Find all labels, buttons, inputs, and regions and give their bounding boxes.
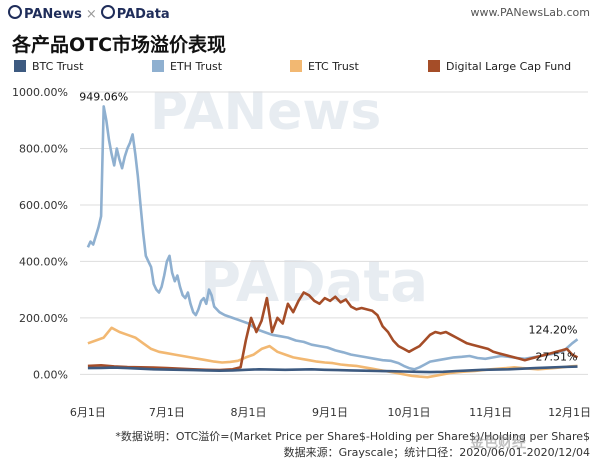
- series-line-eth: [86, 105, 579, 371]
- footnote-source: 数据来源：Grayscale；统计口径：2020/06/01-2020/12/0…: [283, 446, 590, 459]
- label-layer: 0.00% 200.00% 400.00% 600.00% 800.00% 1000.00…: [12, 86, 591, 419]
- footnote-definition: *数据说明：OTC溢价=(Market Price per Share$-Hol…: [115, 430, 590, 443]
- y-tick-label: 200.00%: [19, 312, 68, 325]
- x-tick-label: 6月1日: [70, 406, 106, 419]
- site-url: www.PANewsLab.com: [470, 6, 591, 19]
- legend-swatch-btc: [14, 60, 26, 72]
- series-line-btc: [87, 365, 578, 374]
- legend-label-btc: BTC Trust: [32, 60, 84, 73]
- x-tick-label: 12月1日: [548, 406, 591, 419]
- legend-item-btc: BTC Trust: [14, 60, 83, 73]
- brand-separator: ×: [85, 7, 97, 22]
- chart-title: 各产品OTC市场溢价表现: [12, 34, 227, 56]
- x-tick-label: 8月1日: [230, 406, 266, 419]
- grid-layer: [80, 91, 588, 375]
- y-tick-label: 1000.00%: [12, 86, 68, 99]
- legend-item-etc: ETC Trust: [290, 60, 359, 73]
- padata-logo-icon: [100, 5, 115, 19]
- x-tick-label: 11月1日: [469, 406, 512, 419]
- y-tick-label: 600.00%: [19, 199, 68, 212]
- legend-swatch-dlc: [428, 60, 440, 72]
- header-bar: PANews × PAData www.PANewsLab.com: [0, 0, 600, 26]
- legend-swatch-etc: [290, 60, 302, 72]
- watermark-jinse: 金色财经: [470, 435, 526, 451]
- legend-label-dlc: Digital Large Cap Fund: [446, 60, 572, 73]
- y-tick-label: 800.00%: [19, 142, 68, 155]
- data-label: 124.20%: [529, 323, 578, 336]
- watermark-padata: PAData: [200, 250, 429, 315]
- x-tick-label: 10月1日: [388, 406, 431, 419]
- legend-item-dlc: Digital Large Cap Fund: [428, 60, 571, 73]
- data-label: 949.06%: [79, 90, 128, 103]
- panews-logo-icon: [8, 5, 22, 19]
- x-tick-label: 7月1日: [149, 406, 185, 419]
- legend-item-eth: ETH Trust: [152, 60, 222, 73]
- data-label: 27.51%: [536, 351, 578, 364]
- y-tick-label: 0.00%: [33, 368, 68, 381]
- chart-legend: BTC Trust ETH Trust ETC Trust Digital La…: [0, 60, 600, 76]
- legend-label-eth: ETH Trust: [170, 60, 223, 73]
- brand-left: PANews: [24, 7, 82, 22]
- series-layer: [86, 105, 579, 379]
- brand-right: PAData: [116, 7, 170, 22]
- legend-swatch-eth: [152, 60, 164, 72]
- legend-label-etc: ETC Trust: [308, 60, 359, 73]
- line-chart: 0.00% 200.00% 400.00% 600.00% 800.00% 1000.00…: [12, 86, 591, 419]
- y-tick-label: 400.00%: [19, 255, 68, 268]
- x-tick-label: 9月1日: [312, 406, 348, 419]
- brand-logo: PANews × PAData: [8, 5, 170, 22]
- series-line-dlc: [87, 291, 579, 372]
